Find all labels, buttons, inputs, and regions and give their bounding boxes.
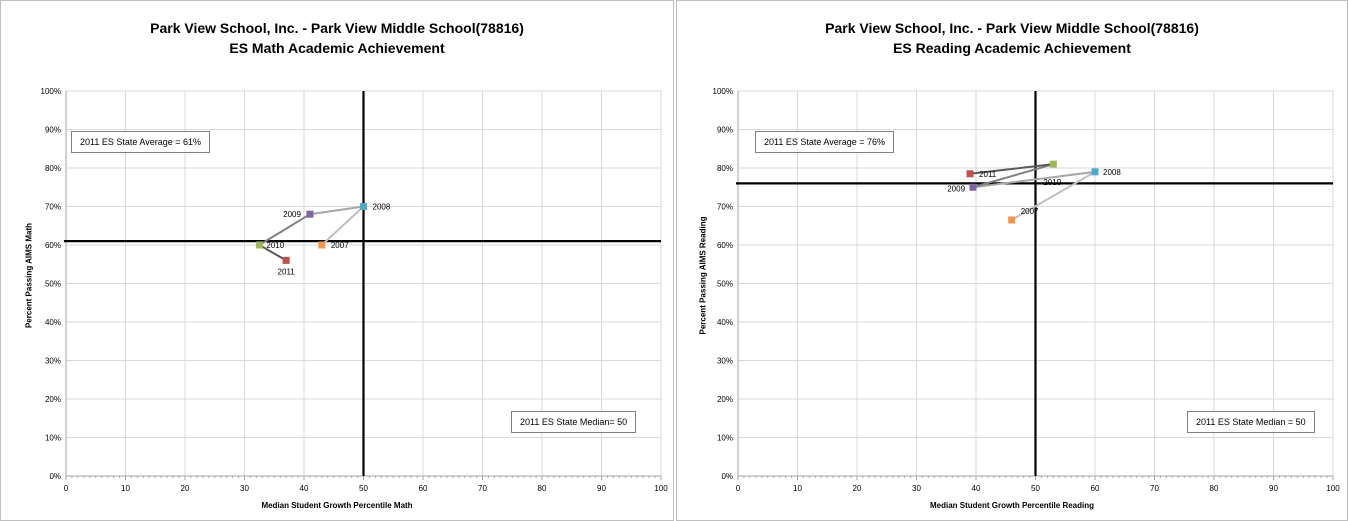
point-label-2007: 2007 — [331, 241, 349, 250]
trajectory-segment — [969, 163, 1054, 175]
data-point-2008 — [360, 203, 367, 210]
x-axis-label: Median Student Growth Percentile Math — [261, 501, 413, 510]
x-tick-label: 10 — [121, 484, 130, 493]
x-tick-label: 20 — [181, 484, 190, 493]
y-tick-label: 80% — [45, 164, 61, 173]
x-tick-label: 20 — [853, 484, 862, 493]
point-label-2011: 2011 — [979, 170, 997, 179]
y-tick-label: 80% — [717, 164, 733, 173]
x-tick-label: 0 — [64, 484, 69, 493]
y-tick-label: 0% — [721, 472, 733, 481]
x-tick-label: 10 — [793, 484, 802, 493]
math-scatter-plot: 0 10 20 30 40 50 60 70 80 90 100 0% 10% 20% 30% 40% 50% 6… — [41, 87, 669, 493]
data-point-2009 — [969, 183, 977, 191]
point-label-2009: 2009 — [283, 210, 301, 219]
x-tick-label: 30 — [240, 484, 249, 493]
x-tick-label: 40 — [300, 484, 309, 493]
x-tick-label: 0 — [736, 484, 741, 493]
x-tick-label: 40 — [972, 484, 981, 493]
y-tick-label: 90% — [717, 126, 733, 135]
y-tick-label: 10% — [717, 434, 733, 443]
y-tick-label: 30% — [45, 357, 61, 366]
x-tick-label: 90 — [597, 484, 606, 493]
y-tick-label: 20% — [717, 395, 733, 404]
y-tick-label: 10% — [45, 434, 61, 443]
trajectory-segment — [258, 244, 287, 262]
chart-title: Park View School, Inc. - Park View Middl… — [825, 20, 1199, 36]
y-tick-label: 60% — [45, 241, 61, 250]
x-tick-label: 100 — [1326, 484, 1340, 493]
point-label-2010: 2010 — [1043, 178, 1061, 187]
state-median-annotation: 2011 ES State Median= 50 — [511, 411, 637, 433]
point-label-2010: 2010 — [266, 241, 284, 250]
reading-chart-panel: Park View School, Inc. - Park View Middl… — [676, 0, 1348, 521]
data-point-2010 — [1049, 160, 1057, 168]
point-label-2011: 2011 — [278, 267, 296, 276]
data-point-2011 — [966, 170, 974, 178]
y-tick-label: 90% — [45, 126, 61, 135]
y-tick-label: 40% — [45, 318, 61, 327]
y-tick-label: 70% — [717, 203, 733, 212]
y-tick-label: 70% — [45, 203, 61, 212]
point-label-2008: 2008 — [1103, 168, 1121, 177]
trajectory-segment — [972, 163, 1054, 189]
x-tick-label: 60 — [1091, 484, 1100, 493]
x-axis-label: Median Student Growth Percentile Reading — [929, 501, 1095, 510]
math-chart-panel: Park View School, Inc. - Park View Middl… — [0, 0, 674, 521]
x-tick-label: 90 — [1269, 484, 1278, 493]
point-label-2008: 2008 — [373, 203, 391, 212]
reading-scatter-plot: 0 10 20 30 40 50 60 70 80 90 100 0% 10% 20% 30% 40% 50% 6… — [713, 87, 1341, 493]
chart-subtitle: ES Math Academic Achievement — [229, 40, 445, 56]
data-point-2011 — [282, 256, 290, 264]
data-point-2007 — [1008, 216, 1016, 224]
x-tick-label: 70 — [478, 484, 487, 493]
x-tick-label: 30 — [912, 484, 921, 493]
trajectory-segment — [258, 213, 311, 246]
x-tick-label: 60 — [419, 484, 428, 493]
state-average-annotation: 2011 ES State Average = 61% — [71, 131, 211, 153]
x-tick-label: 70 — [1150, 484, 1159, 493]
chart-title: Park View School, Inc. - Park View Middl… — [150, 20, 524, 36]
y-tick-label: 30% — [717, 357, 733, 366]
chart-subtitle: ES Reading Academic Achievement — [893, 40, 1131, 56]
y-tick-label: 0% — [49, 472, 61, 481]
y-tick-label: 100% — [713, 87, 733, 96]
data-point-2007 — [318, 241, 326, 249]
data-point-2009 — [306, 210, 314, 218]
data-point-2008 — [1091, 168, 1099, 176]
y-tick-label: 20% — [45, 395, 61, 404]
x-tick-label: 100 — [654, 484, 668, 493]
x-tick-label: 50 — [359, 484, 368, 493]
x-tick-label: 50 — [1031, 484, 1040, 493]
point-label-2009: 2009 — [947, 184, 965, 193]
y-tick-label: 60% — [717, 241, 733, 250]
state-median-annotation: 2011 ES State Median = 50 — [1187, 411, 1315, 433]
trajectory-segment — [972, 170, 1096, 189]
point-label-2007: 2007 — [1021, 207, 1039, 216]
trajectory-segment — [1011, 170, 1096, 221]
data-point-2010 — [255, 241, 263, 249]
x-tick-label: 80 — [1210, 484, 1219, 493]
x-tick-label: 80 — [538, 484, 547, 493]
state-average-annotation: 2011 ES State Average = 76% — [755, 131, 895, 153]
y-tick-label: 50% — [45, 280, 61, 289]
trajectory-segment — [321, 205, 365, 246]
y-tick-label: 50% — [717, 280, 733, 289]
y-tick-label: 100% — [41, 87, 61, 96]
trajectory-segment — [309, 205, 364, 216]
y-tick-label: 40% — [717, 318, 733, 327]
